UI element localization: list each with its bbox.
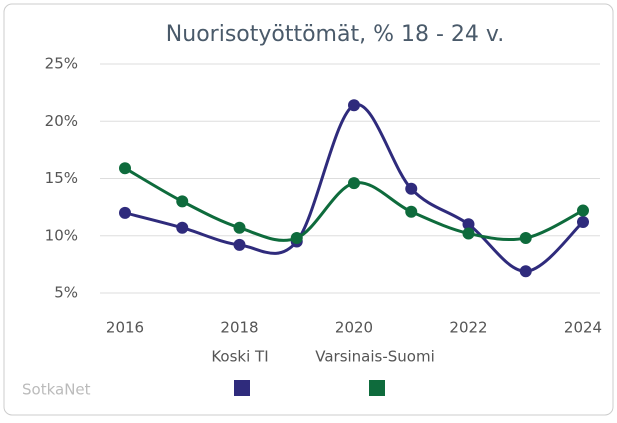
x-tick-label: 2024 — [564, 319, 602, 337]
legend-label: Koski TI — [211, 348, 268, 366]
legend-swatch — [234, 380, 250, 396]
y-tick-label: 15% — [45, 169, 78, 187]
legend-label: Varsinais-Suomi — [315, 348, 435, 366]
x-tick-label: 2018 — [220, 319, 258, 337]
point — [577, 216, 589, 229]
legend-swatch — [369, 380, 385, 396]
point — [405, 182, 418, 195]
chart-frame — [3, 3, 614, 416]
y-tick-label: 25% — [45, 55, 78, 73]
point — [233, 238, 246, 251]
x-tick-label: 2020 — [335, 319, 373, 337]
point — [233, 221, 246, 234]
chart-title: Nuorisotyöttömät, % 18 - 24 v. — [166, 22, 504, 47]
point — [119, 206, 131, 219]
point — [462, 218, 475, 231]
y-tick-label: 20% — [45, 112, 78, 130]
y-tick-label: 10% — [45, 226, 78, 244]
y-tick-label: 5% — [54, 284, 78, 302]
x-tick-label: 2022 — [449, 319, 487, 337]
point — [348, 177, 360, 190]
point — [519, 265, 532, 278]
credit: SotkaNet — [22, 381, 91, 399]
point — [577, 204, 589, 217]
x-tick-label: 2016 — [106, 319, 144, 337]
point — [405, 205, 418, 218]
point — [290, 232, 303, 245]
point — [519, 232, 532, 245]
point — [348, 99, 360, 112]
point — [176, 195, 189, 208]
point — [119, 162, 131, 175]
point — [176, 221, 189, 234]
point — [462, 227, 475, 240]
